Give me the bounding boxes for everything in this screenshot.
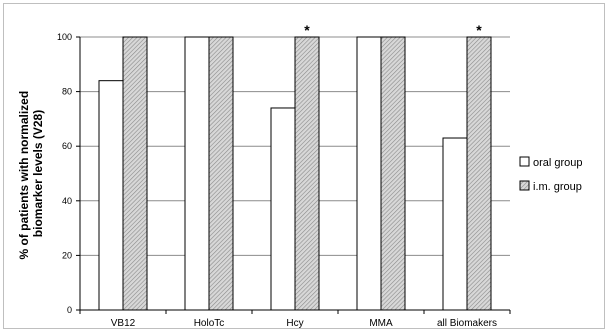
- bar-vb12-im-group: [122, 36, 148, 311]
- bar-all-biomakers-im-group: [466, 36, 492, 311]
- legend-swatch-oral-group: [519, 156, 530, 167]
- labels-group: 0 20 40 60 80 100 VB12 HoloTc * Hcy MMA * all Biomak…: [57, 22, 497, 329]
- bar-all-biomakers-oral-group: [442, 137, 468, 311]
- bar-mma-oral-group: [356, 36, 382, 311]
- y-tick-label-60: 60: [62, 141, 72, 151]
- bar-hcy-oral-group: [270, 107, 296, 311]
- y-tick-label-40: 40: [62, 196, 72, 206]
- bar-mma-im-group: [380, 36, 406, 311]
- legend: oral group i.m. group: [519, 156, 583, 193]
- x-tick-label-vb12: VB12: [111, 318, 136, 329]
- y-tick-label-80: 80: [62, 87, 72, 97]
- legend-label-im-group: i.m. group: [533, 181, 582, 193]
- legend-swatch-im-group: [519, 180, 530, 191]
- significance-marker-hcy: *: [304, 22, 310, 38]
- bar-holotc-oral-group: [184, 36, 210, 311]
- bars-group: [98, 36, 492, 311]
- y-axis-label-line-2: biomarker levels (V28): [31, 110, 45, 237]
- x-tick-label-holotc: HoloTc: [194, 318, 225, 329]
- y-axis-label-line-1: % of patients with normalized: [17, 91, 31, 260]
- axes-group: [76, 36, 511, 314]
- bar-vb12-oral-group: [98, 80, 124, 311]
- y-axis-label: % of patients with normalized biomarker …: [17, 87, 45, 259]
- bar-hcy-im-group: [294, 36, 320, 311]
- x-tick-label-hcy: Hcy: [286, 318, 303, 329]
- bar-holotc-im-group: [208, 36, 234, 311]
- y-tick-label-100: 100: [57, 32, 72, 42]
- x-tick-label-mma: MMA: [369, 318, 393, 329]
- x-tick-label-all-biomakers: all Biomakers: [437, 318, 497, 329]
- legend-label-oral-group: oral group: [533, 157, 583, 169]
- significance-marker-all-biomakers: *: [476, 22, 482, 38]
- y-tick-label-0: 0: [67, 305, 72, 315]
- y-tick-label-20: 20: [62, 250, 72, 260]
